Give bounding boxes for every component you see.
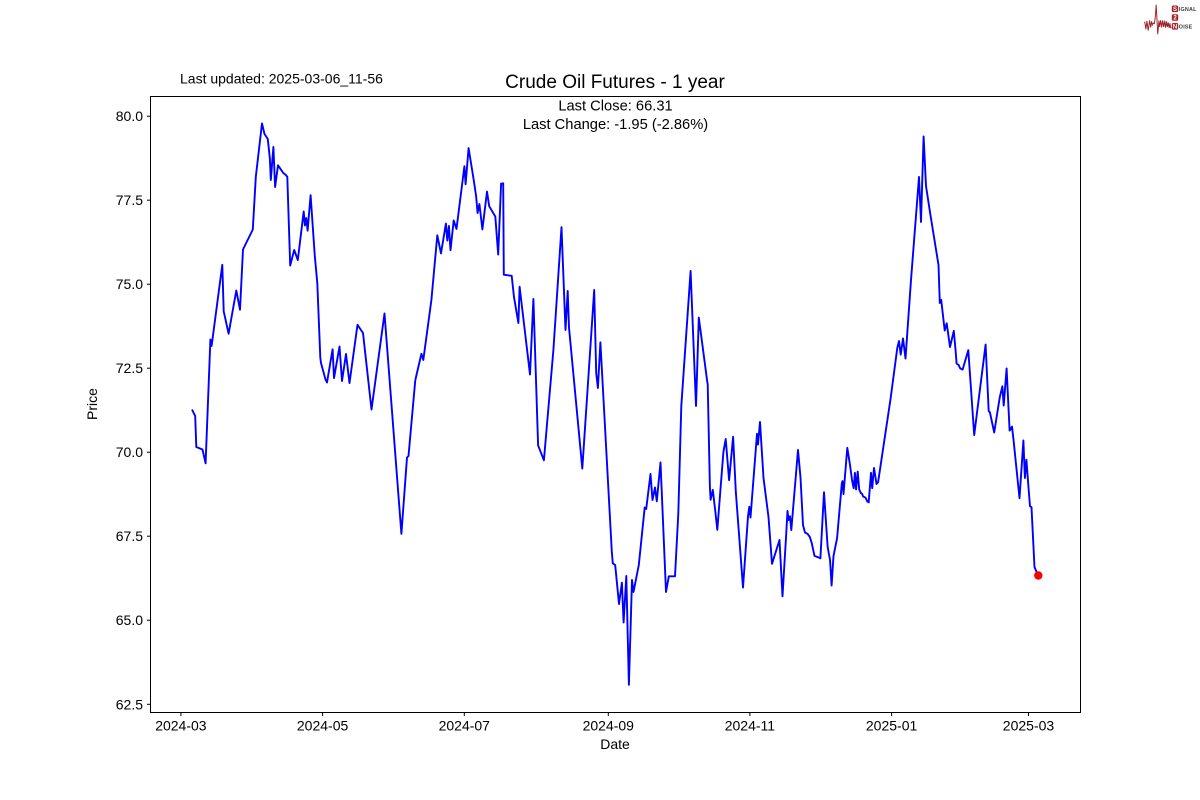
svg-text:2024-11: 2024-11 [725,718,776,734]
svg-text:Last Close: 66.31: Last Close: 66.31 [558,99,672,115]
svg-text:2024-05: 2024-05 [297,718,349,734]
svg-text:62.5: 62.5 [116,696,143,712]
svg-text:Last updated: 2025-03-06_11-56: Last updated: 2025-03-06_11-56 [180,71,383,87]
svg-text:77.5: 77.5 [116,192,143,208]
svg-text:N: N [1173,24,1177,30]
svg-text:2024-07: 2024-07 [439,718,491,734]
svg-text:2025-01: 2025-01 [866,718,918,734]
svg-text:Crude Oil Futures - 1 year: Crude Oil Futures - 1 year [505,72,725,93]
svg-text:2025-03: 2025-03 [1003,718,1055,734]
svg-text:2024-03: 2024-03 [155,718,207,734]
svg-text:75.0: 75.0 [116,276,143,292]
svg-text:IGNAL: IGNAL [1179,7,1197,13]
svg-text:Price: Price [84,388,100,420]
svg-text:2: 2 [1173,16,1177,22]
svg-text:67.5: 67.5 [116,528,143,544]
svg-text:65.0: 65.0 [116,612,143,628]
svg-text:Date: Date [600,736,630,752]
svg-text:S: S [1173,7,1177,13]
svg-text:70.0: 70.0 [116,444,143,460]
svg-text:2024-09: 2024-09 [583,718,635,734]
svg-text:Last Change: -1.95 (-2.86%): Last Change: -1.95 (-2.86%) [523,117,708,133]
svg-text:OISE: OISE [1179,25,1193,31]
svg-text:80.0: 80.0 [116,108,143,124]
svg-text:72.5: 72.5 [116,360,143,376]
